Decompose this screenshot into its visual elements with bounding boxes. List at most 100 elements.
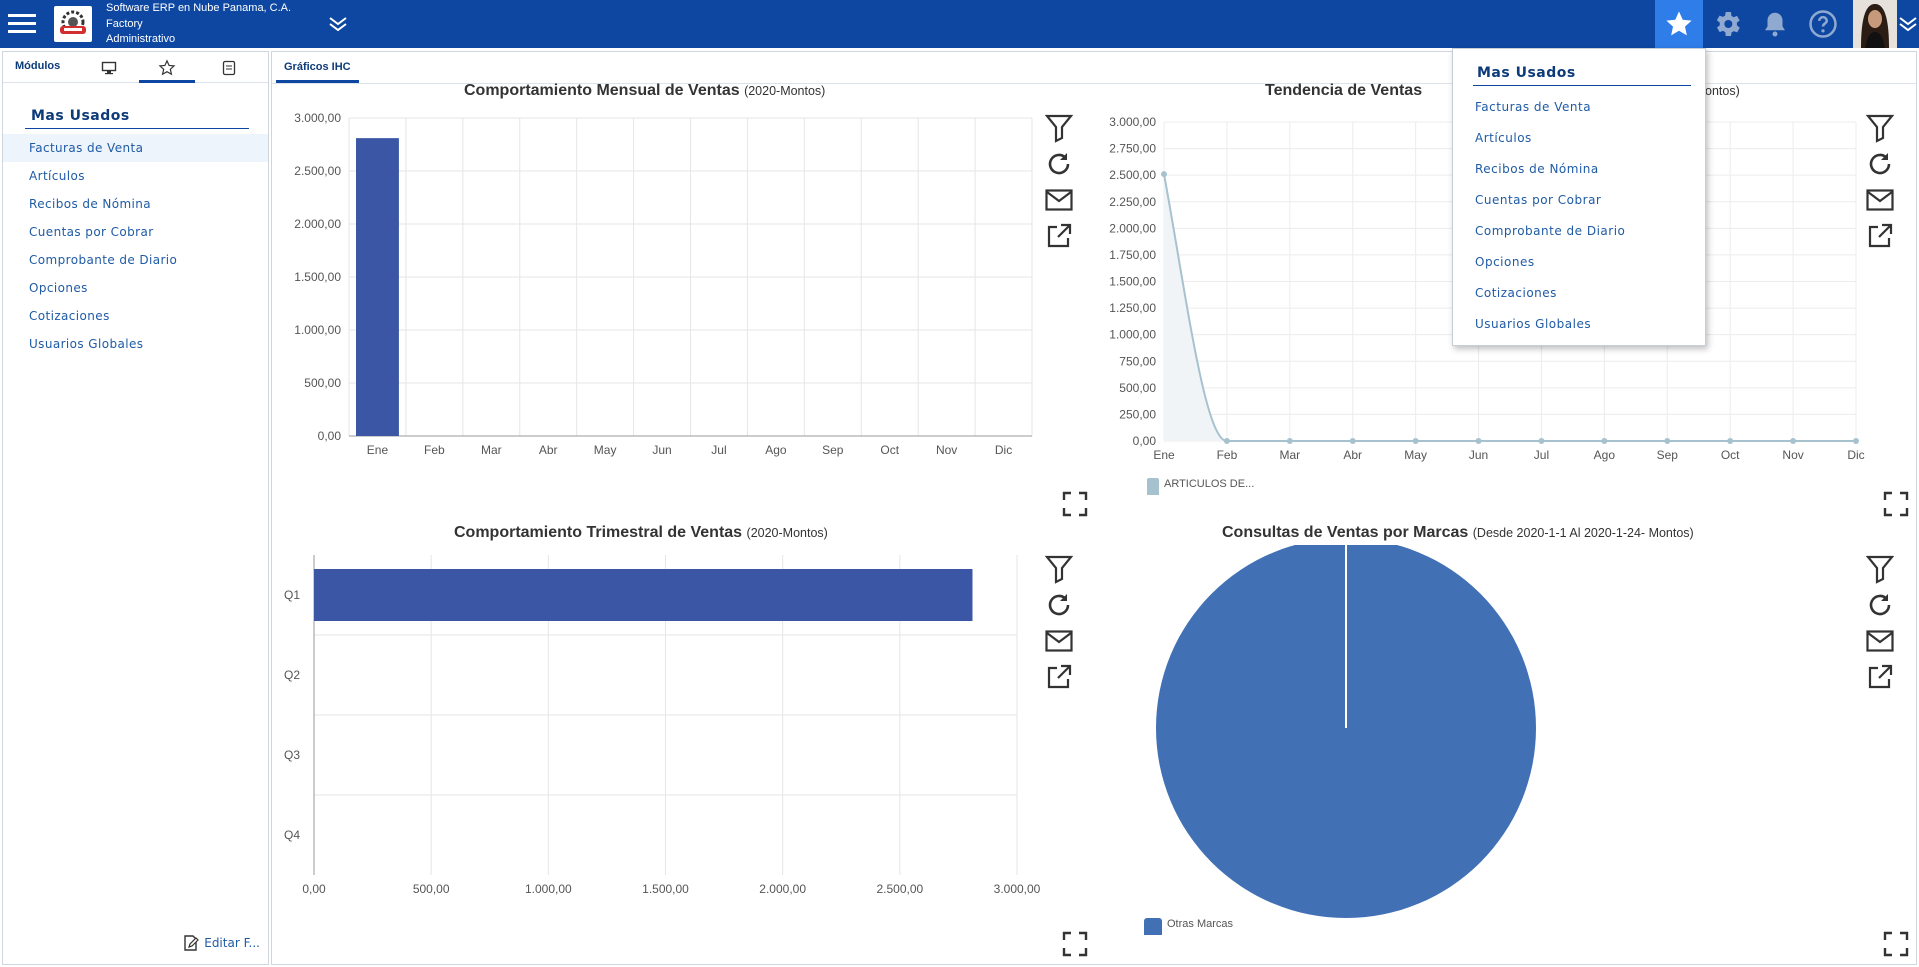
chart2-filter-button[interactable]	[1864, 112, 1896, 144]
dropdown-title: Mas Usados	[1477, 65, 1576, 81]
user-avatar[interactable]	[1853, 0, 1897, 48]
dropdown-item-facturas-de-venta[interactable]: Facturas de Venta	[1475, 100, 1592, 114]
chart3-xtick-label: 500,00	[413, 882, 450, 896]
sidebar-item-usuarios-globales[interactable]: Usuarios Globales	[29, 337, 144, 351]
chart4-email-button[interactable]	[1864, 625, 1896, 657]
dropdown-item-articulos[interactable]: Artículos	[1475, 131, 1532, 145]
notifications-button[interactable]	[1751, 0, 1799, 48]
sidebar-item-cuentas-por-cobrar[interactable]: Cuentas por Cobrar	[29, 225, 154, 239]
chart3-xtick-label: 1.500,00	[642, 882, 689, 896]
user-menu-chevron-icon[interactable]	[1897, 12, 1919, 36]
chart2-xtick-label: Dic	[1847, 448, 1864, 462]
tab-modules[interactable]: Módulos	[15, 60, 61, 72]
chart3-xtick-label: 2.000,00	[759, 882, 806, 896]
chart2-xtick-label: Sep	[1657, 448, 1679, 462]
chart2-refresh-button[interactable]	[1864, 148, 1896, 180]
chart2-ytick-label: 250,00	[1119, 407, 1156, 421]
chart1-refresh-button[interactable]	[1043, 148, 1075, 180]
chart3-email-button[interactable]	[1043, 625, 1075, 657]
company-logo[interactable]	[54, 6, 92, 42]
dropdown-item-opciones[interactable]: Opciones	[1475, 255, 1535, 269]
sidebar-item-comprobante-de-diario[interactable]: Comprobante de Diario	[29, 253, 178, 267]
chart3-refresh-button[interactable]	[1043, 589, 1075, 621]
double-chevron-down-icon[interactable]	[326, 12, 350, 36]
company-branch: Factory	[106, 17, 143, 30]
chart3-xtick-label: 0,00	[302, 882, 326, 896]
document-icon	[222, 60, 236, 76]
chart1-ytick-label: 0,00	[318, 429, 342, 443]
chart1-subtitle: (2020-Montos)	[744, 84, 826, 98]
chart3-xtick-label: 2.500,00	[876, 882, 923, 896]
chart4-legend-swatch	[1144, 918, 1162, 935]
settings-button[interactable]	[1703, 0, 1751, 48]
chart3-plot: 0,00 500,00 1.000,00 1.500,00 2.000,00 2.500,…	[284, 555, 1041, 896]
chart3-open-button[interactable]	[1043, 661, 1075, 693]
chart2-email-button[interactable]	[1864, 184, 1896, 216]
chart4-refresh-button[interactable]	[1864, 589, 1896, 621]
chart2-point	[1475, 438, 1482, 444]
help-button[interactable]	[1799, 0, 1847, 48]
dropdown-list: Facturas de Venta Artículos Recibos de N…	[1453, 92, 1705, 340]
chart1-xtick-label: Ene	[367, 443, 389, 457]
chart2-point	[1601, 438, 1608, 444]
tab-divider	[272, 83, 1916, 84]
tab-desktop[interactable]	[81, 56, 137, 80]
chart3-bar	[314, 569, 973, 621]
mail-icon	[1045, 630, 1073, 652]
chart1-xtick-label: Sep	[822, 443, 844, 457]
chart3-xtick-label: 3.000,00	[994, 882, 1041, 896]
chart1-xtick-label: May	[594, 443, 617, 457]
chart1-bar	[356, 138, 399, 436]
chart2-ytick-label: 1.000,00	[1109, 328, 1156, 342]
chart2-ytick-label: 750,00	[1119, 354, 1156, 368]
sidebar-item-articulos[interactable]: Artículos	[29, 169, 85, 183]
chart4-open-button[interactable]	[1864, 661, 1896, 693]
chart1-fullscreen-icon[interactable]	[1061, 490, 1089, 518]
monitor-icon	[101, 61, 117, 75]
chart1-filter-button[interactable]	[1043, 112, 1075, 144]
star-outline-icon	[158, 59, 176, 76]
dropdown-item-cuentas-por-cobrar[interactable]: Cuentas por Cobrar	[1475, 193, 1602, 207]
refresh-icon	[1048, 153, 1070, 175]
chart3-filter-button[interactable]	[1043, 553, 1075, 585]
favorites-star-button[interactable]	[1655, 0, 1703, 48]
dropdown-item-comprobante-de-diario[interactable]: Comprobante de Diario	[1475, 224, 1626, 238]
chart4-legend-label: Otras Marcas	[1167, 918, 1234, 930]
chart2-open-button[interactable]	[1864, 220, 1896, 252]
edit-favorites-link[interactable]: Editar F...	[182, 934, 260, 952]
chart2-point	[1161, 171, 1167, 178]
dropdown-item-usuarios-globales[interactable]: Usuarios Globales	[1475, 317, 1592, 331]
filter-icon	[1866, 555, 1894, 584]
chart3-title-wrap: Comportamiento Trimestral de Ventas (202…	[454, 524, 828, 542]
chart3-subtitle: (2020-Montos)	[746, 526, 828, 540]
hamburger-menu-icon[interactable]	[6, 8, 38, 40]
tab-graficos-ihc[interactable]: Gráficos IHC	[276, 56, 359, 83]
chart4-fullscreen-icon[interactable]	[1882, 930, 1910, 958]
dropdown-item-cotizaciones[interactable]: Cotizaciones	[1475, 286, 1557, 300]
chart3-fullscreen-icon[interactable]	[1061, 930, 1089, 958]
external-link-icon	[1047, 223, 1072, 248]
chart3-xtick-label: 1.000,00	[525, 882, 572, 896]
chart2-point	[1286, 438, 1293, 444]
sidebar: Módulos Mas Usados Facturas de Venta Art…	[2, 51, 269, 965]
chart2-fullscreen-icon[interactable]	[1882, 490, 1910, 518]
tab-favorites[interactable]	[139, 56, 195, 83]
chart1-email-button[interactable]	[1043, 184, 1075, 216]
dropdown-item-recibos-de-nomina[interactable]: Recibos de Nómina	[1475, 162, 1599, 176]
chart2-tools	[1864, 112, 1898, 256]
refresh-icon	[1869, 594, 1891, 616]
sidebar-item-cotizaciones[interactable]: Cotizaciones	[29, 309, 110, 323]
mail-icon	[1866, 630, 1894, 652]
sidebar-item-facturas-de-venta[interactable]: Facturas de Venta	[3, 134, 268, 162]
chart1-open-button[interactable]	[1043, 220, 1075, 252]
chart2-point	[1853, 438, 1859, 444]
chart1-xtick-label: Jul	[711, 443, 726, 457]
sidebar-item-opciones[interactable]: Opciones	[29, 281, 88, 295]
sidebar-item-recibos-de-nomina[interactable]: Recibos de Nómina	[29, 197, 152, 211]
chart2-ytick-label: 2.500,00	[1109, 168, 1156, 182]
chart3-title: Comportamiento Trimestral de Ventas	[454, 524, 743, 541]
chart4-filter-button[interactable]	[1864, 553, 1896, 585]
chart1-xtick-label: Oct	[880, 443, 899, 457]
tab-reports[interactable]	[201, 56, 257, 80]
chart2-point	[1790, 438, 1797, 444]
